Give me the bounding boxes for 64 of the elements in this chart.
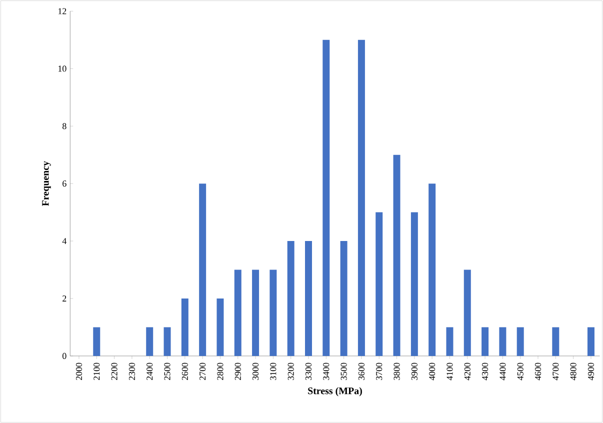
y-tick-label: 4 [62, 238, 66, 244]
bar [216, 298, 224, 356]
x-tick-label: 2500 [164, 362, 170, 380]
bar [358, 40, 365, 356]
y-tick-label: 12 [58, 8, 66, 14]
bar [410, 212, 418, 356]
bar [305, 240, 312, 356]
x-tick-label: 4400 [500, 362, 506, 380]
bar [164, 327, 171, 356]
x-tick-label: 4200 [464, 362, 470, 380]
x-tick-label: 3100 [270, 362, 276, 380]
x-tick-label: 3300 [305, 362, 312, 380]
x-tick-label: 4600 [534, 362, 542, 380]
y-tick-label: 6 [62, 180, 66, 187]
x-tick-label: 4500 [517, 362, 524, 380]
x-tick-label: 3200 [288, 362, 294, 380]
bar [93, 327, 100, 356]
bar [393, 154, 400, 356]
y-tick-label: 8 [62, 123, 66, 130]
x-tick-label: 2700 [200, 362, 206, 380]
x-tick-label: 3500 [340, 362, 347, 380]
bar [482, 327, 489, 356]
bar [199, 184, 206, 356]
bar [234, 270, 242, 356]
x-tick-label: 4700 [552, 362, 559, 380]
bar [499, 327, 506, 356]
x-tick-label: 2400 [146, 362, 153, 380]
x-tick-label: 3900 [411, 362, 418, 380]
x-tick-label: 4900 [588, 362, 594, 380]
bar [587, 327, 594, 356]
bar [446, 327, 454, 356]
x-tick-label: 4000 [429, 362, 436, 380]
bar [322, 40, 330, 356]
bar [270, 270, 277, 356]
bar [181, 298, 188, 356]
x-axis-title: Stress (MPa) [308, 387, 362, 396]
x-tick-label: 4300 [482, 362, 488, 380]
bar [552, 327, 560, 356]
x-tick-label: 2100 [94, 362, 100, 380]
x-tick-label: 2000 [76, 362, 82, 380]
bar [464, 270, 471, 356]
x-tick-label: 2200 [111, 362, 118, 380]
bar [287, 240, 294, 356]
bar [428, 184, 436, 356]
bar [516, 327, 524, 356]
x-tick-label: 3700 [376, 362, 382, 380]
x-tick-label: 3800 [394, 362, 400, 380]
x-tick-label: 2300 [128, 362, 135, 380]
x-tick-label: 4100 [446, 362, 453, 380]
bar [252, 270, 260, 356]
x-tick-label: 3000 [252, 362, 259, 380]
x-tick-label: 2600 [182, 362, 188, 380]
y-tick-label: 10 [58, 66, 66, 72]
x-tick-label: 3600 [358, 362, 364, 380]
bar [340, 240, 348, 356]
y-tick-label: 0 [62, 352, 66, 359]
x-tick-label: 4800 [570, 362, 576, 380]
y-axis-title: Frequency [42, 161, 51, 206]
x-tick-label: 2800 [217, 362, 224, 380]
bar [146, 327, 154, 356]
x-tick-label: 3400 [323, 362, 330, 380]
x-tick-label: 2900 [234, 362, 241, 380]
y-tick-label: 2 [62, 295, 66, 302]
bar [376, 212, 383, 356]
